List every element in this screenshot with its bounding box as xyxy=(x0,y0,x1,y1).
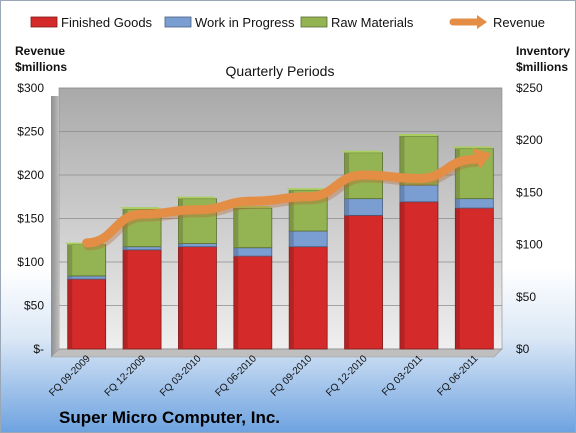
bar-cap xyxy=(175,196,217,199)
bar-shade xyxy=(233,247,239,257)
right-tick-label: $0 xyxy=(516,342,530,356)
left-tick-label: $- xyxy=(33,342,44,356)
legend-swatch-work-in-progress xyxy=(164,16,192,28)
x-tick-label: FQ 06-2010 xyxy=(213,353,259,399)
left-tick-label: $50 xyxy=(24,299,44,313)
x-tick-label: FQ 12-2010 xyxy=(324,353,370,399)
bar-finished-goods-fq-09-2009 xyxy=(67,278,107,350)
bar-raw-materials-fq-09-2009 xyxy=(67,244,107,277)
legend-label-raw-materials: Raw Materials xyxy=(331,15,414,30)
bar-shade xyxy=(233,256,239,349)
right-tick-label: $150 xyxy=(516,185,543,199)
bar-shade xyxy=(455,208,460,349)
bar-shade xyxy=(289,231,294,247)
bar-raw-materials-fq-06-2010 xyxy=(233,207,273,249)
bar-cap xyxy=(286,188,328,191)
legend-label-finished-goods: Finished Goods xyxy=(61,15,153,30)
bar-shade xyxy=(344,198,350,216)
left-axis-title-line1: Revenue xyxy=(15,44,65,58)
x-tick-label: FQ 09-2009 xyxy=(47,353,93,399)
right-tick-label: $250 xyxy=(516,81,543,95)
right-tick-label: $100 xyxy=(516,238,543,252)
bar-shade xyxy=(289,190,294,232)
bar-finished-goods-fq-09-2010 xyxy=(288,246,328,350)
bar-shade xyxy=(178,198,183,244)
revenue-arrowhead xyxy=(472,148,492,170)
bar-work-in-progress-fq-03-2010 xyxy=(178,243,217,248)
bar-finished-goods-fq-06-2011 xyxy=(454,207,494,350)
x-tick-label: FQ 03-2011 xyxy=(380,353,425,398)
bar-finished-goods-fq-03-2010 xyxy=(178,246,217,350)
right-tick-label: $50 xyxy=(516,290,536,304)
left-tick-label: $100 xyxy=(17,255,44,269)
legend-label-revenue: Revenue xyxy=(493,15,545,30)
x-tick-label: FQ 06-2011 xyxy=(435,353,480,398)
bar-shade xyxy=(399,185,405,202)
legend-swatch-finished-goods xyxy=(30,16,58,28)
bar-shade xyxy=(455,148,460,199)
legend-swatch-raw-materials xyxy=(300,16,328,28)
company-name: Super Micro Computer, Inc. xyxy=(59,408,280,427)
legend: Finished Goods Work in Progress Raw Materi… xyxy=(30,15,545,30)
right-axis-title-line1: Inventory xyxy=(516,44,570,58)
bar-work-in-progress-fq-03-2011 xyxy=(399,184,439,203)
bar-work-in-progress-fq-09-2010 xyxy=(288,230,328,248)
bar-cap xyxy=(396,134,438,137)
bar-work-in-progress-fq-06-2010 xyxy=(233,247,273,257)
bar-shade xyxy=(344,215,350,349)
left-tick-label: $300 xyxy=(17,81,44,95)
left-tick-label: $150 xyxy=(17,212,44,226)
bar-shade xyxy=(178,243,183,247)
x-tick-label: FQ 09-2010 xyxy=(269,353,315,399)
bar-finished-goods-fq-12-2010 xyxy=(344,214,383,350)
bar-shade xyxy=(123,246,128,250)
bar-shade xyxy=(123,209,128,247)
bar-shade xyxy=(67,244,73,276)
legend-arrow-icon xyxy=(477,15,487,29)
plot-title: Quarterly Periods xyxy=(226,63,335,79)
bar-shade xyxy=(67,275,73,280)
bar-shade xyxy=(233,208,239,248)
right-tick-label: $200 xyxy=(516,133,543,147)
x-tick-label: FQ 12-2009 xyxy=(103,353,149,399)
bar-shade xyxy=(399,136,405,186)
x-tick-label: FQ 03-2010 xyxy=(158,353,204,399)
bar-finished-goods-fq-06-2010 xyxy=(233,255,273,350)
bar-work-in-progress-fq-12-2009 xyxy=(122,246,162,251)
bar-shade xyxy=(67,279,73,349)
side-wall xyxy=(51,96,59,357)
left-axis-title-line2: $millions xyxy=(15,60,67,74)
left-tick-label: $200 xyxy=(17,168,44,182)
bar-cap xyxy=(230,206,272,209)
plot-area: $- $50 $100 $150 $200 $250 $300 $0 $50 $100 $150 $2… xyxy=(17,81,543,399)
bar-finished-goods-fq-03-2011 xyxy=(399,201,439,350)
bar-work-in-progress-fq-12-2010 xyxy=(344,198,383,216)
bar-finished-goods-fq-12-2009 xyxy=(122,249,162,350)
plot-floor xyxy=(50,348,503,358)
right-axis-title-line2: $millions xyxy=(516,60,568,74)
bar-cap xyxy=(452,146,494,149)
legend-label-work-in-progress: Work in Progress xyxy=(195,15,295,30)
left-tick-label: $250 xyxy=(17,125,44,139)
bar-shade xyxy=(399,201,405,349)
bar-work-in-progress-fq-09-2009 xyxy=(67,275,107,280)
bar-shade xyxy=(289,246,294,349)
bar-shade xyxy=(455,198,460,209)
bar-cap xyxy=(341,150,383,153)
bar-shade xyxy=(178,246,183,349)
bar-shade xyxy=(123,249,128,349)
bar-work-in-progress-fq-06-2011 xyxy=(454,198,494,209)
bar-cap xyxy=(120,207,162,210)
